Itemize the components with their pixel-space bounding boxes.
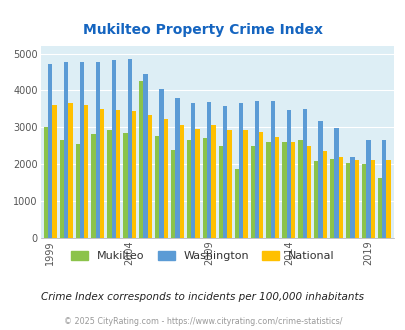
Bar [123,133,127,238]
Bar [370,160,374,238]
Bar [143,74,147,238]
Bar [338,157,342,238]
Bar [266,142,270,238]
Bar [218,146,222,238]
Bar [139,81,143,238]
Bar [254,101,258,238]
Bar [202,138,207,238]
Bar [313,161,318,238]
Bar [116,110,120,238]
Bar [175,98,179,238]
Bar [75,145,80,238]
Legend: Mukilteo, Washington, National: Mukilteo, Washington, National [69,248,336,263]
Bar [107,130,111,238]
Bar [318,121,322,238]
Bar [329,159,334,238]
Bar [68,103,72,238]
Bar [354,160,358,238]
Bar [127,59,132,238]
Bar [381,140,386,238]
Bar [250,146,254,238]
Bar [207,102,211,238]
Bar [377,178,381,238]
Bar [64,62,68,238]
Bar [302,109,306,238]
Bar [84,105,88,238]
Bar [80,62,84,238]
Bar [290,142,294,238]
Bar [132,111,136,238]
Bar [100,109,104,238]
Bar [334,127,338,238]
Bar [111,60,116,238]
Bar [258,132,263,238]
Bar [155,136,159,238]
Bar [238,103,243,238]
Bar [298,141,302,238]
Bar [91,134,96,238]
Bar [159,89,163,238]
Text: © 2025 CityRating.com - https://www.cityrating.com/crime-statistics/: © 2025 CityRating.com - https://www.city… [64,317,341,326]
Bar [243,130,247,238]
Bar [186,140,191,238]
Bar [147,115,152,238]
Bar [195,129,199,238]
Bar [365,140,370,238]
Bar [222,106,227,238]
Bar [227,130,231,238]
Bar [361,164,365,238]
Bar [286,110,290,238]
Bar [179,125,183,238]
Text: Mukilteo Property Crime Index: Mukilteo Property Crime Index [83,23,322,37]
Bar [350,157,354,238]
Bar [96,62,100,238]
Bar [281,142,286,238]
Bar [163,119,168,238]
Bar [270,101,274,238]
Bar [306,146,310,238]
Bar [52,105,56,238]
Bar [234,169,238,238]
Bar [60,140,64,238]
Bar [191,103,195,238]
Bar [211,125,215,238]
Bar [345,163,350,238]
Bar [44,127,48,238]
Bar [274,137,279,238]
Bar [322,151,326,238]
Text: Crime Index corresponds to incidents per 100,000 inhabitants: Crime Index corresponds to incidents per… [41,292,364,302]
Bar [386,160,390,238]
Bar [48,64,52,238]
Bar [171,150,175,238]
